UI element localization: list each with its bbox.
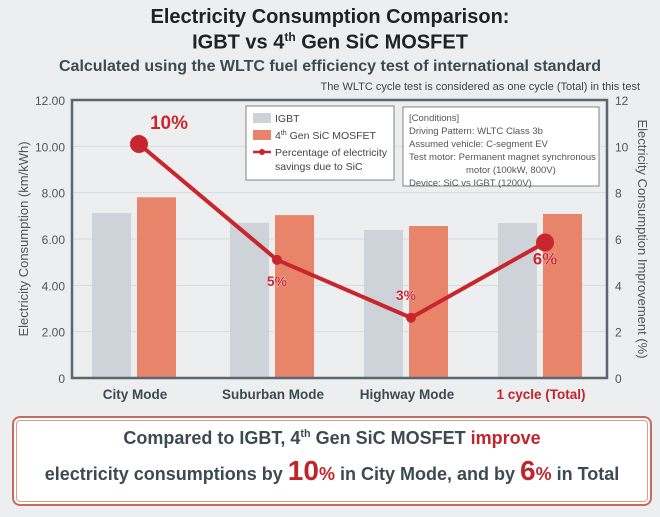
title-line2: IGBT vs 4th Gen SiC MOSFET [0,30,660,55]
chart: 10% 5% 3% 6% 0 0 2.00 2 4.00 4 6.00 6 8.00 8 10.00 10 1… [16,94,650,402]
y-tick-label: 0 [58,372,65,386]
bar-igbt [498,223,537,378]
conditions-1: Driving Pattern: WLTC Class 3b [409,126,543,137]
savings-label: 6% [533,249,558,268]
summary-text: in City Mode, and by [334,464,520,484]
savings-label: 10% [150,113,188,134]
summary-pct: % [318,464,335,484]
summary-sup: th [300,428,311,440]
conditions-2: Assumed vehicle: C-segment EV [409,139,549,150]
summary-text: Compared to IGBT, 4 [123,428,301,448]
summary-city-value: 10 [287,455,319,486]
y-tick-label: 8.00 [42,187,66,201]
x-tick-label: 1 cycle (Total) [496,387,585,402]
y-tick-label: 6.00 [42,233,66,247]
legend-sic-b: Gen SiC MOSFET [287,130,377,142]
savings-point [536,233,554,252]
subtitle: Calculated using the WLTC fuel efficienc… [59,58,601,75]
plot-frame [70,98,609,380]
y2-tick-label: 12 [615,94,629,108]
y-tick-label: 2.00 [42,326,66,340]
conditions-0: [Conditions] [409,113,459,124]
title-part: IGBT vs 4 [192,31,285,54]
y-tick-label: 10.00 [35,140,65,154]
savings-point [272,254,282,265]
legend-sic: 4th Gen SiC MOSFET [275,130,377,142]
summary-text: electricity consumptions by [44,464,288,484]
summary-line1: Compared to IGBT, 4th Gen SiC MOSFET imp… [14,428,650,449]
x-tick-label: City Mode [103,387,168,402]
summary-line2: electricity consumptions by 10% in City … [14,455,650,487]
y-tick-label: 12.00 [35,94,65,108]
y2-axis-label: Electricity Consumption Improvement (%) [635,119,650,358]
y2-tick-label: 10 [615,140,629,154]
title-part: Gen SiC MOSFET [295,31,468,54]
legend-sic-sup: th [281,130,287,137]
summary-text: in Total [551,464,620,484]
savings-label: 5% [267,273,288,289]
y2-tick-label: 0 [615,372,622,386]
title-line1: Electricity Consumption Comparison: [150,6,510,28]
title-sup: th [284,30,296,44]
conditions-3: Test motor: Permanent magnet synchronous [409,152,596,163]
savings-point [130,135,148,154]
legend-line-2: savings due to SiC [275,161,363,173]
savings-label: 3% [396,287,417,303]
legend-sic-a: 4 [275,130,281,142]
conditions-5: Device: SiC vs IGBT (1200V) [409,178,532,189]
legend-sic-swatch [253,130,271,140]
legend-igbt-swatch [253,113,271,123]
x-tick-label: Suburban Mode [222,387,324,402]
bar-sic [137,197,176,378]
x-tick-label: Highway Mode [360,387,455,402]
y2-tick-label: 8 [615,187,622,201]
legend-line-1: Percentage of electricity [275,147,388,159]
summary-highlight: improve [470,428,541,448]
y-tick-label: 4.00 [42,279,66,293]
y2-tick-label: 2 [615,326,622,340]
legend: IGBT 4th Gen SiC MOSFET Percentage of el… [245,105,395,181]
note: The WLTC cycle test is considered as one… [320,81,640,93]
y-axis-label: Electricity Consumption (km/kWh) [16,141,31,336]
conditions-4: motor (100kW, 800V) [466,165,556,176]
y2-tick-label: 6 [615,233,622,247]
bar-sic [275,215,314,378]
summary-text: Gen SiC MOSFET [310,428,471,448]
bar-igbt [92,213,131,378]
legend-line-marker [259,149,265,155]
legend-igbt: IGBT [275,113,300,125]
y2-tick-label: 4 [615,279,622,293]
summary-pct: % [535,464,552,484]
savings-line [137,142,546,320]
savings-point [406,312,416,323]
summary-box: Compared to IGBT, 4th Gen SiC MOSFET imp… [12,416,652,506]
conditions-box: [Conditions] Driving Pattern: WLTC Class… [402,106,600,189]
summary-total-value: 6 [519,455,536,486]
